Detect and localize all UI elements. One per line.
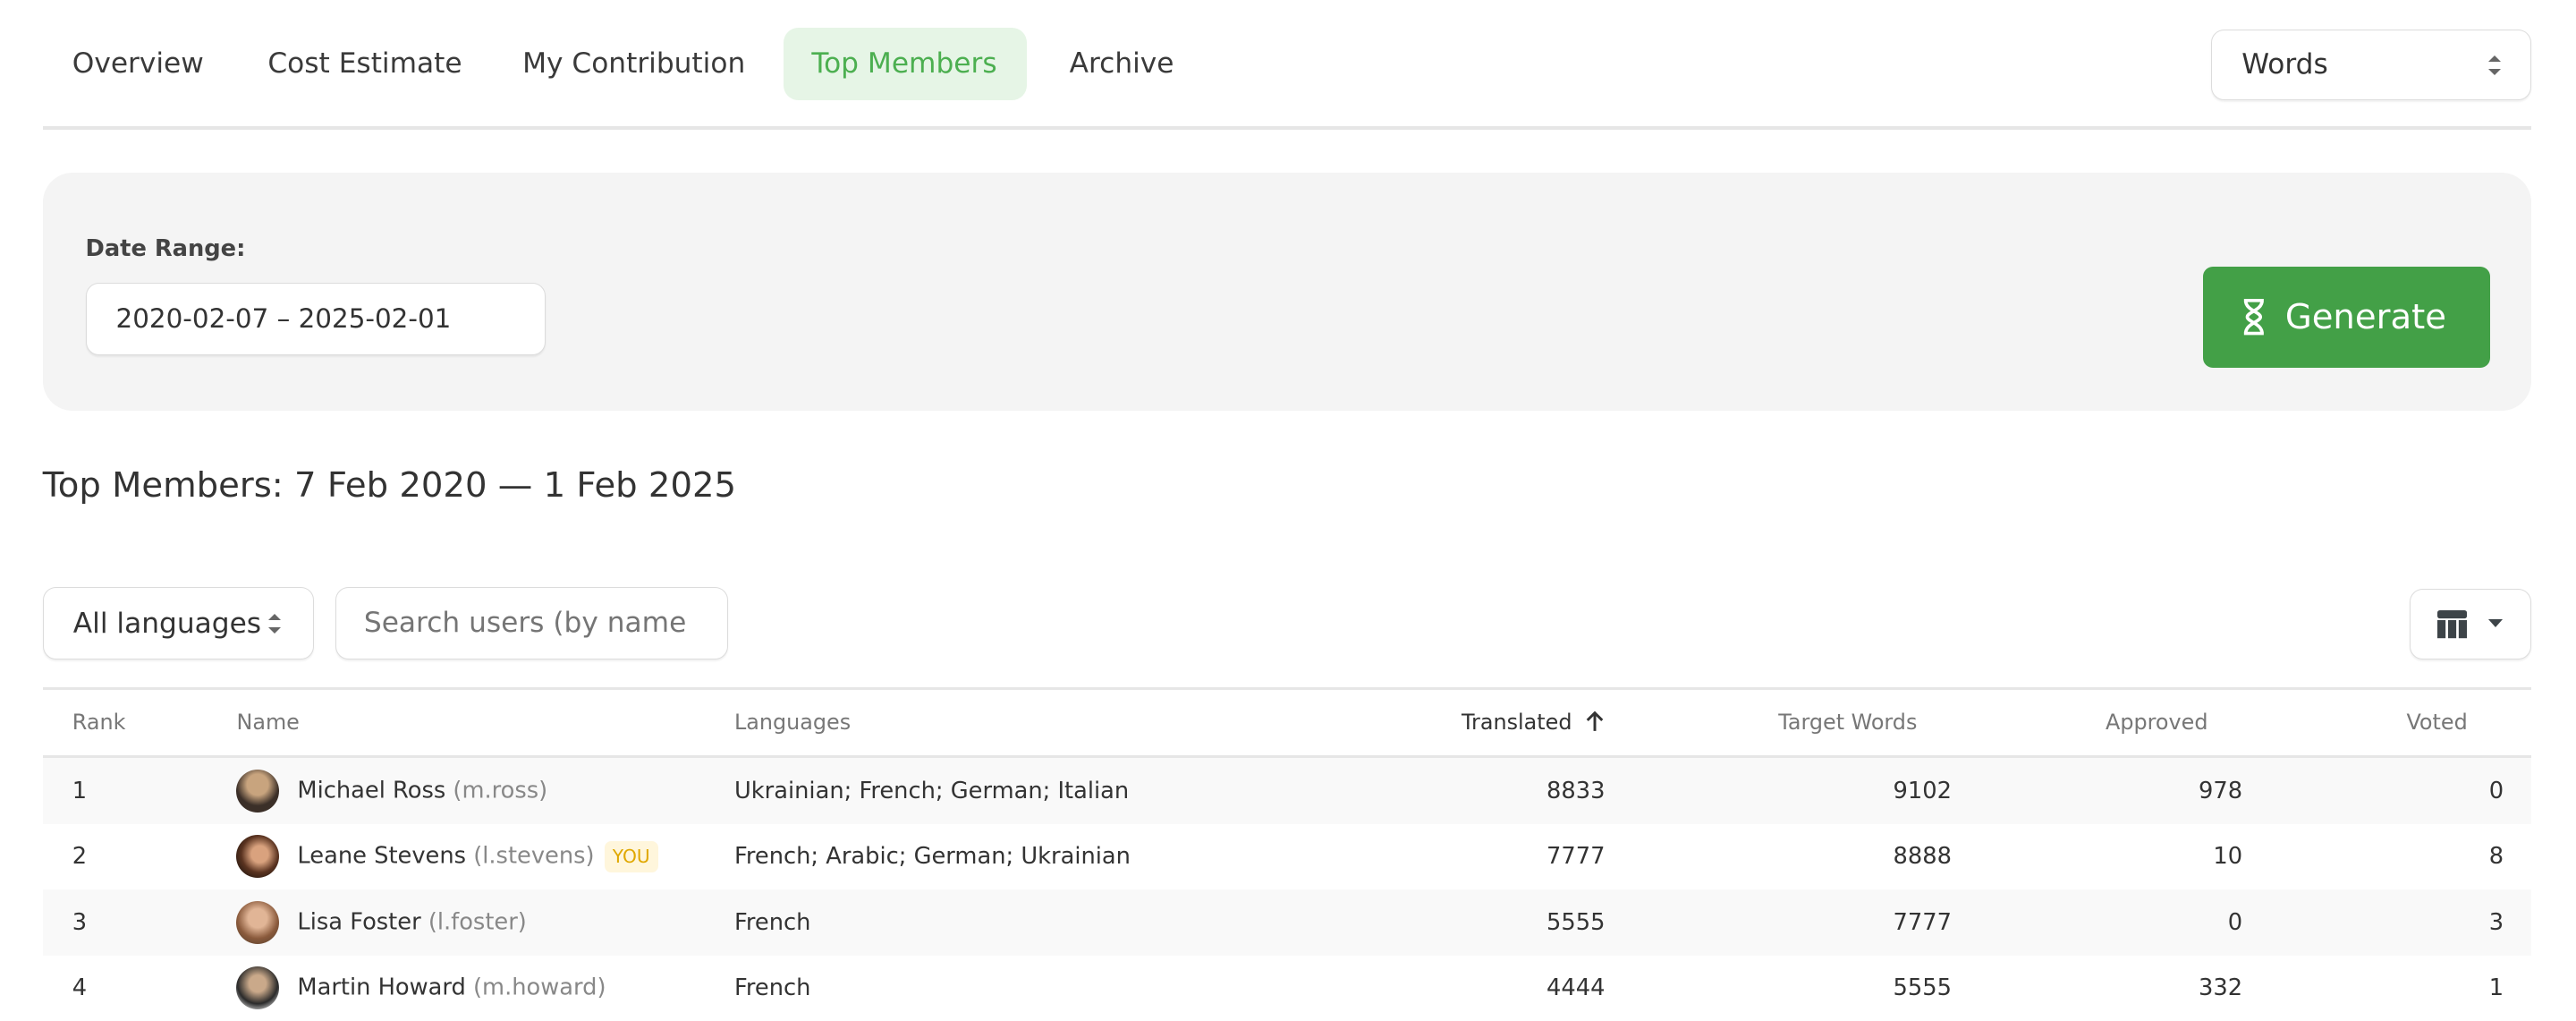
generate-label: Generate <box>2284 296 2446 337</box>
target-words-cell: 7777 <box>1634 889 1982 956</box>
hourglass-icon <box>2243 299 2264 336</box>
name-cell: Lisa Foster (l.foster) <box>236 889 734 956</box>
column-header-translated[interactable]: Translated <box>1342 686 1635 759</box>
approved-cell: 332 <box>2199 974 2243 1002</box>
filter-panel: Date Range: 2020-02-07 – 2025-02-01 Gene… <box>42 172 2532 412</box>
tab-overview[interactable]: Overview <box>72 47 204 81</box>
column-header-translated-label: Translated <box>1461 710 1572 736</box>
approved-cell: 978 <box>1981 756 2273 824</box>
tab-top-members[interactable]: Top Members <box>784 28 1027 101</box>
table-row: 3 Lisa Foster (l.foster) French 5555 7777 0 3 <box>42 889 2532 956</box>
tabs-divider <box>42 126 2532 131</box>
table-row: 1 Michael Ross (m.ross) Ukrainian; French;… <box>42 756 2532 824</box>
avatar <box>236 966 280 1010</box>
sort-ascending-arrow-icon <box>1587 711 1604 732</box>
sort-updown-icon <box>268 614 282 634</box>
table-row: 4 Martin Howard (m.howard) French 4444 5555 3… <box>43 956 2532 1021</box>
search-users-input[interactable] <box>335 586 728 659</box>
voted-cell: 3 <box>2272 889 2532 956</box>
language-select-value: All languages <box>72 607 262 640</box>
languages-cell: French <box>733 974 811 1002</box>
columns-toggle-button[interactable] <box>2410 588 2532 659</box>
languages-cell: French; Arabic; German; Ukrainian <box>733 843 1131 871</box>
table-row: 2 Leane Stevens (l.stevens) YOU French; Ara… <box>43 824 2532 889</box>
member-name[interactable]: Lisa Foster <box>297 908 421 936</box>
you-badge: YOU <box>604 840 658 872</box>
column-header-approved[interactable]: Approved <box>1981 686 2273 759</box>
target-words-cell: 9102 <box>1634 756 1982 824</box>
avatar <box>236 900 280 944</box>
rank-cell: 4 <box>72 974 88 1002</box>
voted-cell: 0 <box>2272 756 2532 824</box>
column-header-voted[interactable]: Voted <box>2272 686 2532 759</box>
name-cell: Leane Stevens (l.stevens) YOU <box>236 824 734 889</box>
name-cell: Michael Ross (m.ross) <box>236 756 734 824</box>
member-name[interactable]: Leane Stevens <box>297 842 467 870</box>
member-username: (l.foster) <box>428 908 527 936</box>
column-header-name[interactable]: Name <box>236 686 734 759</box>
member-username: (m.ross) <box>453 777 548 804</box>
caret-down-icon <box>2487 618 2503 627</box>
translated-cell: 8833 <box>1342 756 1635 824</box>
generate-button[interactable]: Generate <box>2203 266 2491 369</box>
voted-cell: 1 <box>2488 974 2504 1002</box>
sort-updown-icon <box>2487 55 2502 75</box>
top-members-table: Rank Name Languages Translated Target Wo… <box>42 686 2532 1021</box>
column-header-target-words[interactable]: Target Words <box>1634 686 1982 759</box>
target-words-cell: 5555 <box>1893 974 1952 1002</box>
rank-cell: 3 <box>42 889 237 956</box>
translated-cell: 7777 <box>1546 843 1606 871</box>
tab-archive[interactable]: Archive <box>1069 47 1174 81</box>
member-username: (l.stevens) <box>473 842 595 870</box>
column-header-languages[interactable]: Languages <box>733 686 1343 759</box>
name-cell: Martin Howard (m.howard) <box>236 956 734 1021</box>
report-title: Top Members: 7 Feb 2020 — 1 Feb 2025 <box>42 464 737 506</box>
member-name[interactable]: Michael Ross <box>297 777 446 804</box>
date-range-value: 2020-02-07 – 2025-02-01 <box>115 302 452 334</box>
avatar <box>236 835 280 879</box>
rank-cell: 1 <box>42 756 237 824</box>
translated-cell: 4444 <box>1546 974 1606 1002</box>
tab-cost-estimate[interactable]: Cost Estimate <box>267 47 462 81</box>
date-range-input[interactable]: 2020-02-07 – 2025-02-01 <box>85 282 546 355</box>
voted-cell: 8 <box>2488 843 2504 871</box>
unit-select[interactable]: Words <box>2211 30 2532 101</box>
language-select[interactable]: All languages <box>42 586 314 659</box>
date-range-label: Date Range: <box>85 234 246 262</box>
translated-cell: 5555 <box>1342 889 1635 956</box>
unit-select-value: Words <box>2241 48 2328 81</box>
table-header-row: Rank Name Languages Translated Target Wo… <box>42 686 2532 759</box>
rank-cell: 2 <box>72 843 88 871</box>
avatar <box>236 770 280 813</box>
member-username: (m.howard) <box>473 974 606 1001</box>
approved-cell: 10 <box>2213 843 2243 871</box>
column-header-rank[interactable]: Rank <box>42 686 237 759</box>
languages-cell: French <box>733 889 1343 956</box>
languages-cell: Ukrainian; French; German; Italian <box>733 756 1343 824</box>
member-name[interactable]: Martin Howard <box>297 974 466 1001</box>
target-words-cell: 8888 <box>1893 843 1952 871</box>
table-columns-icon <box>2436 610 2467 639</box>
approved-cell: 0 <box>1981 889 2273 956</box>
tab-my-contribution[interactable]: My Contribution <box>522 47 746 81</box>
